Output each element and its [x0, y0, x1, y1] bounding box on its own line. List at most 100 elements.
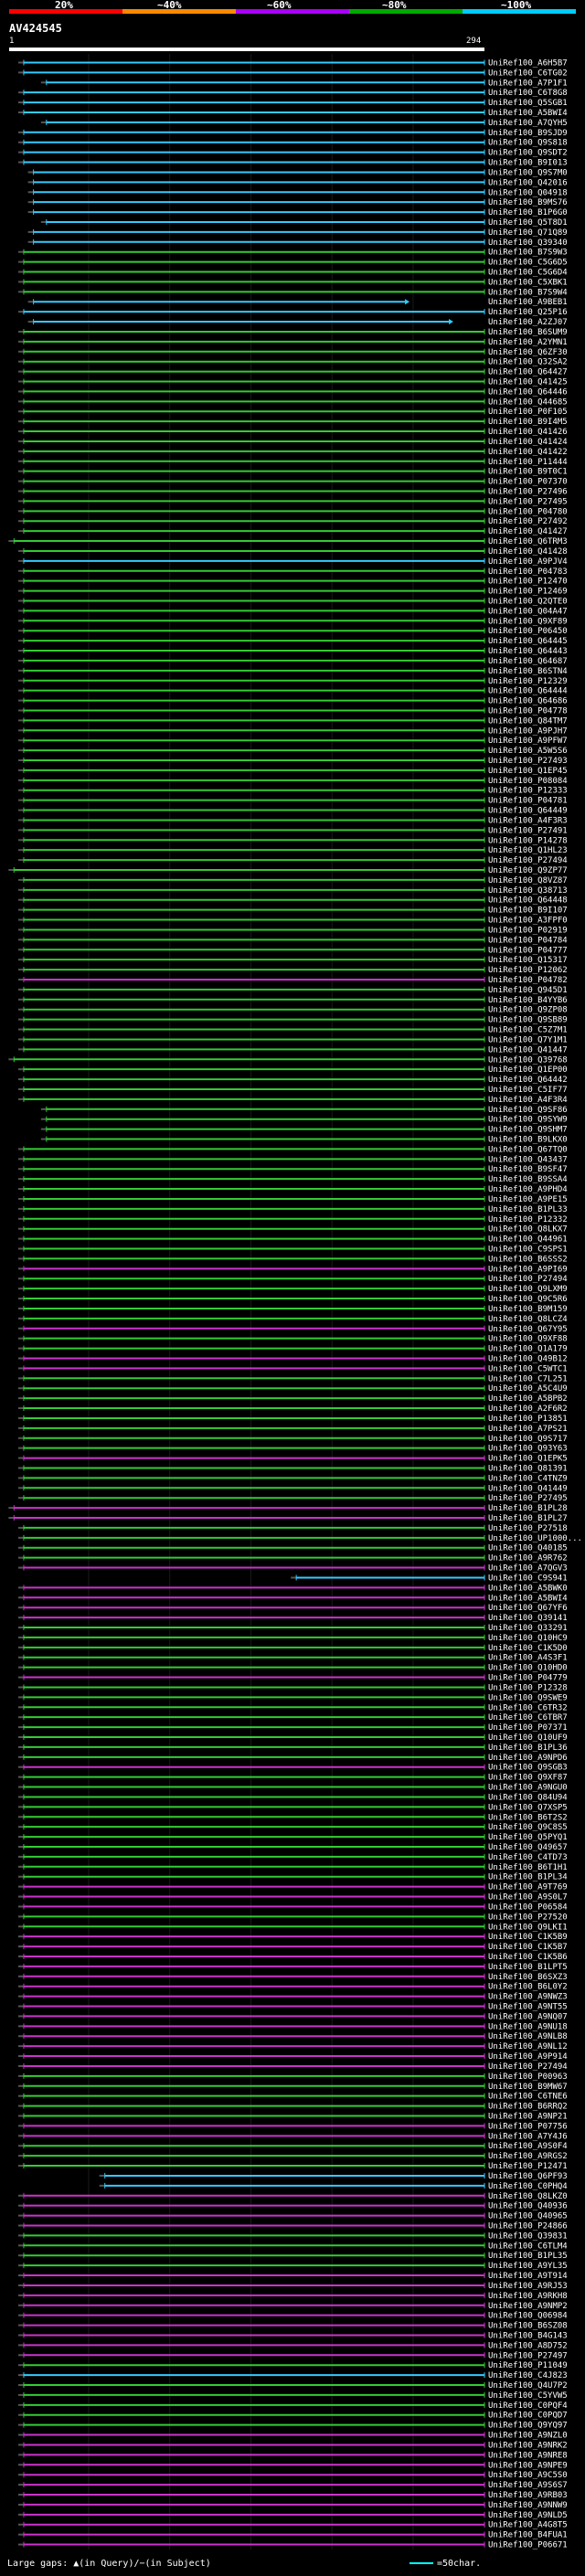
hit-row[interactable]: UniRef100_P24866	[17, 2221, 568, 2231]
hit-row[interactable]: UniRef100_Q84U94	[17, 1793, 568, 1802]
hit-label[interactable]: UniRef100_A9NU18	[488, 2022, 568, 2031]
hit-row[interactable]: UniRef100_P12333	[17, 787, 568, 796]
hit-label[interactable]: UniRef100_Q8VZ87	[488, 876, 568, 885]
hit-label[interactable]: UniRef100_Q1EP00	[488, 1065, 568, 1075]
hit-row[interactable]: UniRef100_Q40185	[17, 1544, 568, 1553]
hit-row[interactable]: UniRef100_B6SXZ3	[17, 1973, 568, 1982]
hit-row[interactable]: UniRef100_Q64686	[17, 697, 568, 706]
hit-label[interactable]: UniRef100_A9NLB8	[488, 2032, 568, 2041]
hit-row[interactable]: UniRef100_A9PJH7	[17, 726, 568, 736]
hit-row[interactable]: UniRef100_C0PQF4	[17, 2401, 568, 2411]
hit-label[interactable]: UniRef100_B6SZ08	[488, 2322, 568, 2331]
hit-row[interactable]: UniRef100_C4J823	[17, 2371, 568, 2380]
hit-label[interactable]: UniRef100_A5W5S6	[488, 747, 568, 756]
hit-row[interactable]: UniRef100_Q9SF86	[40, 1106, 568, 1115]
hit-label[interactable]: UniRef100_Q8LCZ4	[488, 1315, 568, 1324]
hit-row[interactable]: UniRef100_C6TG02	[17, 69, 568, 78]
hit-row[interactable]: UniRef100_B9MS76	[27, 198, 568, 207]
hit-row[interactable]: UniRef100_Q71Q89	[27, 228, 568, 238]
hit-row[interactable]: UniRef100_Q8LKZ0	[17, 2192, 568, 2201]
hit-label[interactable]: UniRef100_Q04A47	[488, 607, 568, 616]
hit-label[interactable]: UniRef100_A9RJ53	[488, 2282, 568, 2291]
hit-row[interactable]: UniRef100_Q44685	[17, 398, 568, 407]
hit-row[interactable]: UniRef100_P07370	[17, 478, 568, 487]
hit-row[interactable]: UniRef100_Q9SHM7	[40, 1126, 568, 1135]
hit-label[interactable]: UniRef100_P04777	[488, 946, 568, 955]
hit-row[interactable]: UniRef100_Q39141	[17, 1614, 568, 1623]
hit-row[interactable]: UniRef100_A8D752	[17, 2341, 568, 2350]
hit-label[interactable]: UniRef100_A9NRE8	[488, 2451, 568, 2460]
hit-row[interactable]: UniRef100_A7P1F1	[40, 79, 568, 88]
hit-row[interactable]: UniRef100_C5IF77	[17, 1086, 568, 1095]
hit-label[interactable]: UniRef100_C4TNZ9	[488, 1474, 568, 1483]
hit-row[interactable]: UniRef100_Q1HL23	[17, 846, 568, 855]
hit-label[interactable]: UniRef100_Q8LKX7	[488, 1225, 568, 1235]
hit-label[interactable]: UniRef100_B1PL27	[488, 1514, 568, 1523]
hit-row[interactable]: UniRef100_Q6TRM3	[8, 537, 568, 546]
hit-label[interactable]: UniRef100_P04780	[488, 507, 568, 516]
hit-label[interactable]: UniRef100_A7P1F1	[488, 79, 568, 88]
hit-row[interactable]: UniRef100_A7QYH5	[40, 119, 568, 128]
hit-label[interactable]: UniRef100_P27497	[488, 2351, 568, 2360]
hit-row[interactable]: UniRef100_C1K5D0	[17, 1644, 568, 1653]
hit-row[interactable]: UniRef100_Q81391	[17, 1464, 568, 1473]
hit-row[interactable]: UniRef100_Q9ZP77	[8, 866, 568, 875]
hit-row[interactable]: UniRef100_P06450	[17, 627, 568, 636]
hit-row[interactable]: UniRef100_Q32SA2	[17, 358, 568, 367]
hit-label[interactable]: UniRef100_C9SPS1	[488, 1246, 568, 1255]
hit-label[interactable]: UniRef100_Q64445	[488, 637, 568, 646]
hit-row[interactable]: UniRef100_A2F6R2	[17, 1405, 568, 1414]
hit-row[interactable]: UniRef100_A9NT55	[17, 2003, 568, 2012]
hit-row[interactable]: UniRef100_Q64448	[17, 896, 568, 906]
hit-label[interactable]: UniRef100_A9NGU0	[488, 1784, 568, 1793]
hit-label[interactable]: UniRef100_A9R762	[488, 1554, 568, 1564]
hit-label[interactable]: UniRef100_Q9SDT2	[488, 149, 568, 158]
hit-label[interactable]: UniRef100_P27495	[488, 497, 568, 506]
hit-row[interactable]: UniRef100_Q41426	[17, 428, 568, 437]
hit-row[interactable]: UniRef100_A9RKH8	[17, 2292, 568, 2301]
hit-row[interactable]: UniRef100_Q40965	[17, 2212, 568, 2221]
hit-label[interactable]: UniRef100_C1K5B9	[488, 1933, 568, 1942]
hit-row[interactable]: UniRef100_B6T2S2	[17, 1813, 568, 1822]
hit-label[interactable]: UniRef100_P11049	[488, 2361, 568, 2370]
hit-label[interactable]: UniRef100_C6TG02	[488, 69, 568, 78]
hit-row[interactable]: UniRef100_A5BWI4	[17, 109, 568, 118]
hit-label[interactable]: UniRef100_A9NPD6	[488, 1754, 568, 1763]
hit-row[interactable]: UniRef100_P06671	[17, 2541, 568, 2550]
hit-row[interactable]: UniRef100_P27495	[17, 1494, 568, 1503]
hit-label[interactable]: UniRef100_A9NRK2	[488, 2441, 568, 2450]
hit-label[interactable]: UniRef100_B9LKX0	[488, 1136, 568, 1145]
hit-row[interactable]: UniRef100_B1P6G0	[27, 208, 568, 217]
hit-label[interactable]: UniRef100_A5BWI4	[488, 1594, 568, 1603]
hit-label[interactable]: UniRef100_A9NQ07	[488, 2012, 568, 2021]
hit-row[interactable]: UniRef100_B4FUA1	[17, 2531, 568, 2540]
hit-label[interactable]: UniRef100_B9M159	[488, 1305, 568, 1314]
hit-row[interactable]: UniRef100_A9PFW7	[17, 737, 568, 746]
hit-label[interactable]: UniRef100_P27518	[488, 1524, 568, 1533]
hit-label[interactable]: UniRef100_P27496	[488, 487, 568, 496]
hit-row[interactable]: UniRef100_Q06984	[17, 2312, 568, 2321]
hit-label[interactable]: UniRef100_Q9ZP77	[488, 866, 568, 875]
hit-label[interactable]: UniRef100_P14278	[488, 836, 568, 845]
hit-row[interactable]: UniRef100_A9NLB8	[17, 2032, 568, 2041]
hit-label[interactable]: UniRef100_B6SUM9	[488, 328, 568, 337]
hit-row[interactable]: UniRef100_Q9SYW9	[40, 1116, 568, 1125]
hit-row[interactable]: UniRef100_C5WTC1	[17, 1364, 568, 1373]
hit-row[interactable]: UniRef100_A5BWI4	[17, 1594, 568, 1603]
hit-row[interactable]: UniRef100_A9BEB1	[27, 298, 568, 307]
hit-label[interactable]: UniRef100_C6T8G8	[488, 89, 568, 98]
hit-label[interactable]: UniRef100_A4F3R4	[488, 1096, 568, 1105]
hit-label[interactable]: UniRef100_P07370	[488, 478, 568, 487]
hit-row[interactable]: UniRef100_P11444	[17, 458, 568, 467]
hit-row[interactable]: UniRef100_Q41422	[17, 448, 568, 457]
hit-label[interactable]: UniRef100_B9I4M5	[488, 418, 568, 427]
hit-label[interactable]: UniRef100_P07371	[488, 1723, 568, 1733]
hit-row[interactable]: UniRef100_A7PS21	[17, 1425, 568, 1434]
hit-row[interactable]: UniRef100_Q38713	[17, 886, 568, 896]
hit-label[interactable]: UniRef100_A5BWK0	[488, 1584, 568, 1593]
hit-label[interactable]: UniRef100_A9C5S0	[488, 2471, 568, 2480]
hit-row[interactable]: UniRef100_Q49657	[17, 1843, 568, 1852]
hit-label[interactable]: UniRef100_B9SF47	[488, 1165, 568, 1174]
hit-label[interactable]: UniRef100_Q64687	[488, 657, 568, 666]
hit-label[interactable]: UniRef100_P27492	[488, 517, 568, 526]
